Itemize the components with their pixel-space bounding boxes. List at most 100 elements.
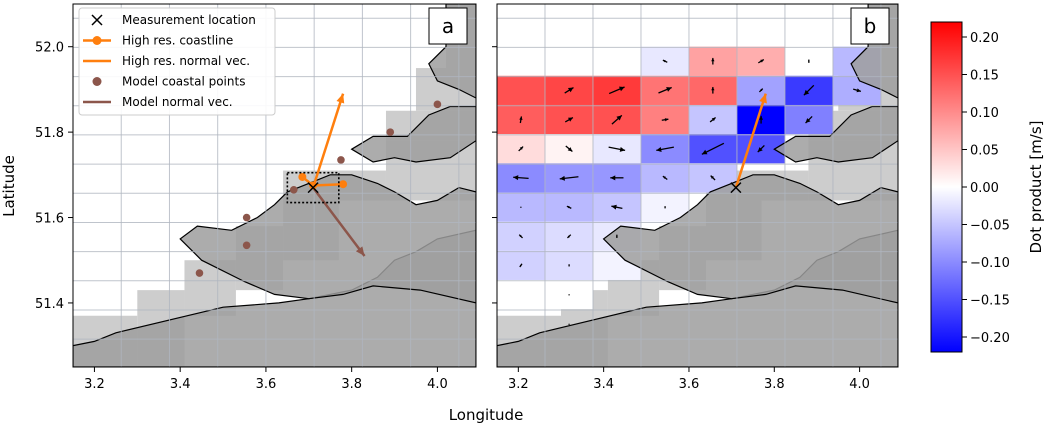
model-coastal-point <box>433 100 442 109</box>
quiver-arrow-head <box>760 59 764 63</box>
colorbar-tick-label: 0.05 <box>970 144 999 159</box>
quiver-arrow-head <box>711 57 715 62</box>
quiver-arrow-head <box>662 176 666 179</box>
quiver-arrow-head <box>513 175 519 181</box>
colorbar-tick-label: −0.15 <box>970 294 1010 309</box>
model-coastal-point <box>242 241 251 250</box>
quiver-arrow-head <box>664 206 666 208</box>
y-tick-label: 51.6 <box>35 212 64 227</box>
quiver-arrow-head <box>567 147 573 152</box>
legend-marker <box>92 36 102 45</box>
x-tick-label: 3.2 <box>508 377 529 392</box>
quiver-arrow-head <box>568 265 570 267</box>
quiver-arrow-head <box>559 175 566 181</box>
colorbar-tick-label: 0.20 <box>970 31 999 46</box>
legend-label: High res. normal vec. <box>122 54 250 68</box>
quiver-arrow-head <box>616 115 622 121</box>
high-res-coastline-point <box>298 172 307 181</box>
high-res-normal-vector-head <box>336 93 345 104</box>
colorbar-tick-label: 0.10 <box>970 106 999 121</box>
legend-marker <box>92 77 102 86</box>
model-normal-vector-head <box>355 246 365 256</box>
heatmap-cell <box>497 75 545 105</box>
quiver-arrow-head <box>519 264 522 268</box>
quiver-arrow-head <box>805 118 811 124</box>
colorbar-bar <box>930 21 963 353</box>
x-tick-label: 3.2 <box>84 377 105 392</box>
x-tick-label: 3.8 <box>341 377 362 392</box>
x-tick-label: 3.6 <box>256 377 277 392</box>
quiver-arrow-head <box>616 236 618 238</box>
quiver-arrow-head <box>520 207 522 208</box>
x-tick-label: 4.0 <box>849 377 870 392</box>
x-tick-label: 3.4 <box>593 377 614 392</box>
quiver-arrow-head <box>664 118 669 122</box>
quiver-arrow-head <box>519 234 522 238</box>
model-coastal-point <box>242 213 251 222</box>
y-tick-label: 51.4 <box>35 297 64 312</box>
quiver-arrow-head <box>803 89 810 96</box>
legend: Measurement location High res. coastline H… <box>78 7 276 116</box>
x-tick-label: 4.0 <box>427 377 448 392</box>
x-tick-label: 3.6 <box>679 377 700 392</box>
panel-frame <box>496 3 899 368</box>
quiver-arrow-head <box>656 147 662 152</box>
legend-box <box>78 7 276 116</box>
high-res-land <box>773 105 898 163</box>
high-res-coastline-point <box>339 180 348 189</box>
quiver-arrow-head <box>519 146 524 150</box>
x-tick-label: 3.4 <box>170 377 191 392</box>
panel-tag: a <box>442 14 454 38</box>
legend-label: Model coastal points <box>122 75 245 89</box>
model-coastal-point <box>195 269 204 277</box>
model-normal-vector <box>312 186 366 257</box>
measurement-location-marker <box>307 182 319 194</box>
quiver-arrow-head <box>662 60 666 63</box>
panel-frame <box>72 3 477 368</box>
panel-b: b 3.2 3.4 3.6 3.8 4.0 <box>492 3 899 392</box>
quiver-arrow-head <box>568 294 570 295</box>
panel-body <box>497 4 898 367</box>
colorbar-tick-label: −0.05 <box>970 219 1010 234</box>
quiver-arrow-head <box>566 206 570 209</box>
high-res-normal-vector <box>311 93 345 189</box>
quiver-arrow-head <box>519 116 523 121</box>
y-axis-label: Latitude <box>0 155 18 217</box>
quiver-arrow-head <box>567 235 570 238</box>
quiver-arrow-head <box>760 88 763 92</box>
heatmap-cell <box>497 279 545 310</box>
quiver-arrow-head <box>567 117 573 122</box>
search-box <box>286 171 340 204</box>
model-coastal-point <box>337 156 345 164</box>
quiver-arrow-head <box>757 147 763 153</box>
y-tick-label: 51.8 <box>35 126 64 141</box>
high-res-land <box>602 174 898 304</box>
panel-tag: b <box>864 14 877 38</box>
legend-marker <box>91 14 103 26</box>
quiver-arrow-head <box>856 88 861 93</box>
legend-label: Model normal vec. <box>122 95 233 109</box>
quiver-arrow-head <box>808 59 810 62</box>
quiver-arrow-head <box>711 117 716 122</box>
model-coastal-point <box>386 128 395 136</box>
quiver-arrow-head <box>711 86 715 91</box>
panel-tag-box <box>428 7 468 45</box>
y-tick-label: 52.0 <box>35 41 64 56</box>
high-res-normal-vector <box>734 93 767 189</box>
quiver-arrow-head <box>759 115 763 120</box>
x-tick-label: 3.8 <box>764 377 785 392</box>
high-res-land <box>179 174 476 304</box>
colorbar-tick-label: −0.10 <box>970 256 1010 271</box>
high-res-land <box>350 105 476 163</box>
colorbar: 0.20 0.15 0.10 0.05 0.00 −0.05 −0.10 −0.15 −0.20… <box>930 21 1045 353</box>
quiver-arrow-head <box>568 323 570 325</box>
quiver-arrow-head <box>618 86 625 92</box>
quiver-arrow-head <box>710 175 714 179</box>
quiver-arrow-head <box>567 87 574 93</box>
panel-tag-box <box>850 7 890 45</box>
quiver-arrow-head <box>610 175 616 181</box>
high-res-normal-vector-head <box>759 93 767 104</box>
quiver-arrow-head <box>666 87 672 92</box>
measurement-location-marker <box>730 182 742 194</box>
